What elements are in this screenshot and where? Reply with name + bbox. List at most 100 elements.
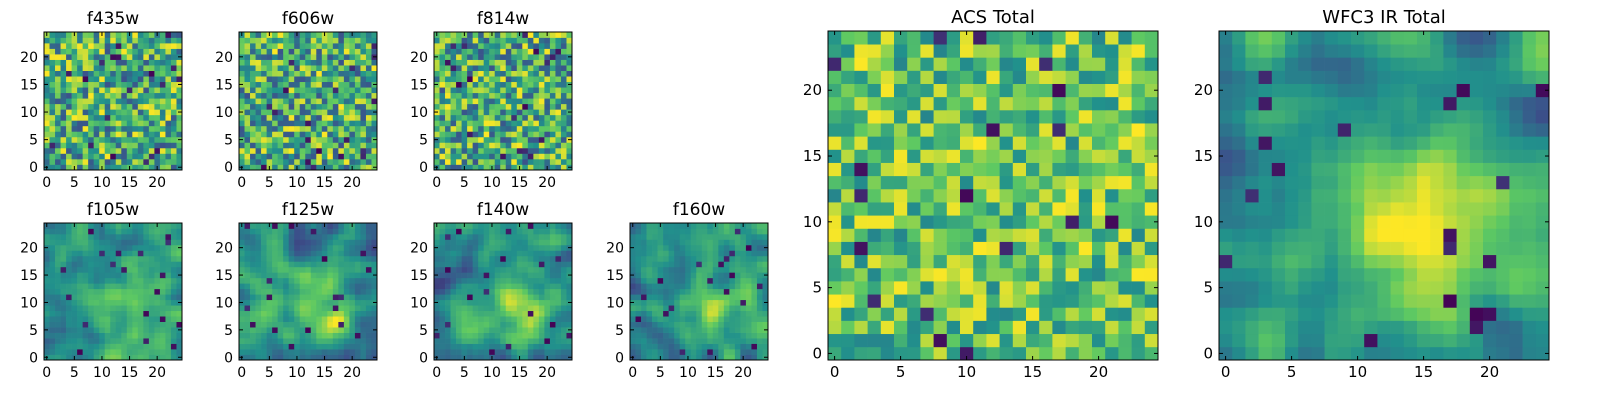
heatmap-cell: [1144, 228, 1159, 242]
heatmap-cell: [630, 239, 636, 246]
heatmap-cell: [973, 254, 987, 269]
heatmap-cell: [266, 103, 273, 110]
heatmap-cell: [445, 125, 451, 132]
heatmap-cell: [533, 81, 540, 88]
heatmap-cell: [365, 294, 372, 301]
heatmap-cell: [674, 266, 681, 273]
heatmap-cell: [316, 76, 323, 83]
heatmap-cell: [740, 338, 747, 344]
heatmap-cell: [93, 76, 100, 83]
heatmap-cell: [450, 136, 457, 143]
heatmap-cell: [338, 114, 345, 121]
heatmap-cell: [104, 239, 111, 246]
heatmap-cell: [511, 164, 518, 171]
heatmap-cell: [461, 338, 468, 344]
heatmap-cell: [159, 43, 166, 49]
heatmap-cell: [354, 332, 361, 339]
heatmap-cell: [255, 109, 262, 116]
heatmap-cell: [44, 125, 50, 132]
y-tick-label: 5: [224, 133, 233, 149]
heatmap-cell: [533, 142, 540, 149]
heatmap-cell: [445, 338, 451, 344]
heatmap-cell: [483, 250, 490, 257]
heatmap-cell: [668, 233, 675, 240]
heatmap-cell: [66, 48, 72, 55]
heatmap-cell: [723, 261, 730, 268]
heatmap-cell: [920, 162, 934, 177]
heatmap-cell: [159, 54, 166, 60]
heatmap-cell: [555, 120, 562, 127]
heatmap-cell: [71, 153, 78, 160]
heatmap-cell: [99, 136, 106, 143]
heatmap-cell: [489, 299, 496, 306]
heatmap-cell: [137, 164, 144, 171]
heatmap-cell: [734, 354, 741, 361]
heatmap-cell: [327, 147, 334, 154]
heatmap-cell: [115, 272, 122, 279]
heatmap-cell: [522, 305, 529, 312]
heatmap-cell: [456, 343, 462, 350]
heatmap-cell: [566, 310, 573, 317]
heatmap-cell: [560, 98, 567, 105]
heatmap-cell: [707, 299, 714, 306]
heatmap-cell: [538, 114, 545, 121]
heatmap-cell: [467, 87, 473, 94]
heatmap-cell: [439, 142, 446, 149]
heatmap-cell: [1078, 228, 1093, 242]
heatmap-cell: [316, 158, 323, 165]
heatmap-cell: [137, 59, 144, 66]
heatmap-cell: [630, 255, 636, 262]
heatmap-cell: [148, 125, 155, 132]
heatmap-cell: [165, 142, 172, 149]
heatmap-cell: [121, 87, 128, 94]
heatmap-cell: [244, 233, 251, 240]
heatmap-cell: [663, 321, 669, 328]
heatmap-cell: [261, 283, 267, 290]
heatmap-cell: [115, 120, 122, 127]
heatmap-cell: [343, 338, 350, 344]
heatmap-cell: [55, 223, 61, 229]
heatmap-cell: [439, 109, 446, 116]
heatmap-cell: [77, 158, 83, 165]
heatmap-cell: [288, 54, 295, 60]
heatmap-cell: [104, 250, 111, 257]
heatmap-cell: [354, 54, 361, 60]
heatmap-cell: [494, 81, 501, 88]
heatmap-cell: [176, 223, 183, 229]
heatmap-cell: [986, 307, 1000, 321]
heatmap-cell: [478, 223, 485, 229]
heatmap-cell: [99, 153, 106, 160]
x-tick-label: 0: [42, 365, 51, 381]
heatmap-cell: [349, 299, 356, 306]
heatmap-cell: [756, 288, 763, 295]
heatmap-cell: [467, 255, 473, 262]
heatmap-cell: [461, 228, 468, 235]
heatmap-cell: [679, 255, 686, 262]
heatmap-cell: [516, 233, 523, 240]
heatmap-cell: [93, 354, 100, 361]
heatmap-cell: [439, 239, 446, 246]
heatmap-cell: [121, 70, 128, 77]
heatmap-cell: [505, 338, 512, 344]
heatmap-cell: [244, 114, 251, 121]
heatmap-cell: [566, 37, 573, 44]
heatmap-cell: [239, 338, 245, 344]
heatmap-cell: [1144, 281, 1159, 295]
heatmap-cell: [538, 283, 545, 290]
heatmap-cell: [99, 327, 106, 333]
heatmap-cell: [685, 277, 692, 284]
heatmap-cell: [132, 305, 139, 312]
heatmap-cell: [294, 294, 301, 301]
heatmap-cell: [1052, 175, 1066, 190]
heatmap-cell: [511, 120, 518, 127]
heatmap-cell: [729, 233, 736, 240]
heatmap-cell: [1052, 254, 1066, 269]
heatmap-cell: [489, 266, 496, 273]
heatmap-cell: [137, 81, 144, 88]
heatmap-cell: [566, 147, 573, 154]
heatmap-cell: [170, 228, 177, 235]
heatmap-cell: [239, 87, 245, 94]
heatmap-cell: [239, 70, 245, 77]
heatmap-cell: [1039, 267, 1053, 282]
heatmap-cell: [143, 136, 150, 143]
